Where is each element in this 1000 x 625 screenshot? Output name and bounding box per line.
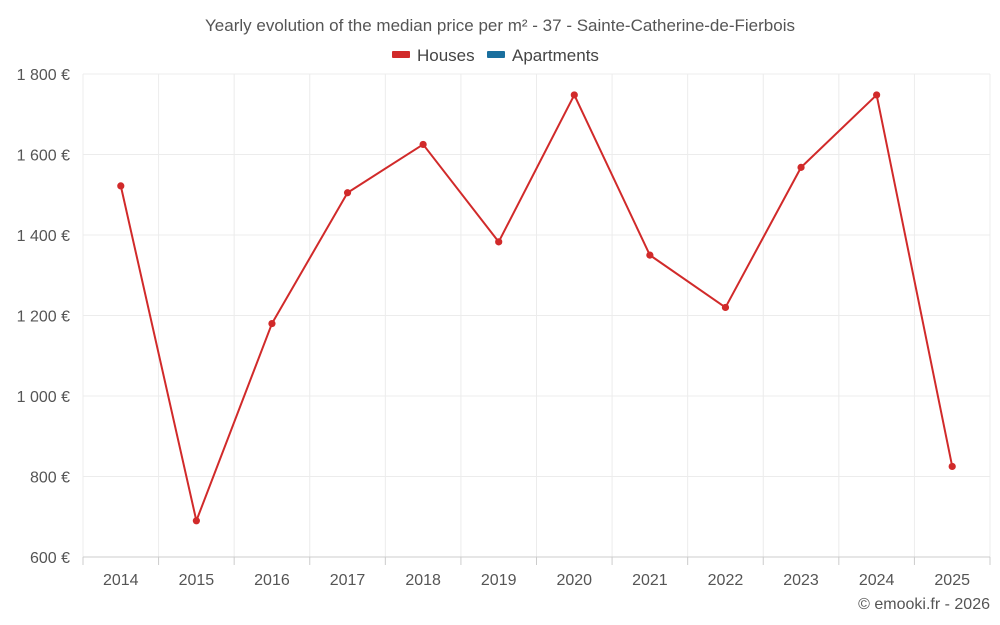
legend-label-apartments[interactable]: Apartments — [512, 46, 599, 65]
legend-label-houses[interactable]: Houses — [417, 46, 475, 65]
y-tick-label: 1 800 € — [17, 67, 70, 84]
x-tick-label: 2017 — [330, 572, 366, 589]
legend-item-houses[interactable]: Houses — [392, 46, 475, 65]
x-tick-label: 2023 — [783, 572, 819, 589]
legend-item-apartments[interactable]: Apartments — [487, 46, 599, 65]
data-point-houses-2014[interactable] — [117, 182, 125, 190]
series-line-houses — [119, 93, 954, 522]
x-tick-label: 2020 — [556, 572, 592, 589]
x-tick-label: 2021 — [632, 572, 668, 589]
x-axis-ticks — [82, 557, 991, 565]
legend-swatch-houses — [392, 51, 410, 58]
data-point-houses-2017[interactable] — [343, 189, 352, 197]
data-point-houses-2019[interactable] — [495, 238, 503, 246]
x-tick-label: 2018 — [405, 572, 441, 589]
y-tick-label: 800 € — [30, 470, 70, 487]
x-tick-label: 2025 — [934, 572, 970, 589]
x-tick-label: 2016 — [254, 572, 290, 589]
y-tick-label: 1 600 € — [17, 148, 70, 165]
data-point-houses-2015[interactable] — [192, 517, 200, 525]
data-point-houses-2024[interactable] — [873, 91, 881, 99]
x-gridlines — [82, 74, 991, 557]
y-tick-label: 1 400 € — [17, 228, 70, 245]
x-tick-label: 2022 — [708, 572, 744, 589]
y-tick-label: 1 200 € — [17, 309, 70, 326]
legend: Houses Apartments — [392, 46, 599, 65]
x-tick-label: 2024 — [859, 572, 895, 589]
chart-title: Yearly evolution of the median price per… — [205, 16, 795, 35]
data-point-houses-2016[interactable] — [268, 319, 276, 328]
y-tick-label: 600 € — [30, 550, 70, 567]
data-point-houses-2022[interactable] — [721, 303, 730, 312]
x-axis-labels: 2014 2015 2016 2017 2018 2019 2020 2021 2022 2023… — [103, 572, 970, 589]
data-point-houses-2023[interactable] — [797, 163, 805, 171]
data-point-houses-2025[interactable] — [948, 462, 956, 471]
y-tick-label: 1 000 € — [17, 389, 70, 406]
series-houses — [117, 91, 956, 525]
credit: © emooki.fr - 2026 — [858, 596, 990, 613]
y-axis-labels: 600 € 800 € 1 000 € 1 200 € 1 400 € 1 600 € 1 … — [17, 67, 70, 567]
legend-swatch-apartments — [487, 51, 505, 58]
series-group — [117, 91, 956, 525]
data-point-houses-2018[interactable] — [419, 140, 427, 149]
data-point-houses-2021[interactable] — [646, 251, 654, 259]
x-tick-label: 2019 — [481, 572, 517, 589]
x-tick-label: 2014 — [103, 572, 139, 589]
data-point-houses-2020[interactable] — [570, 91, 578, 99]
x-tick-label: 2015 — [179, 572, 215, 589]
